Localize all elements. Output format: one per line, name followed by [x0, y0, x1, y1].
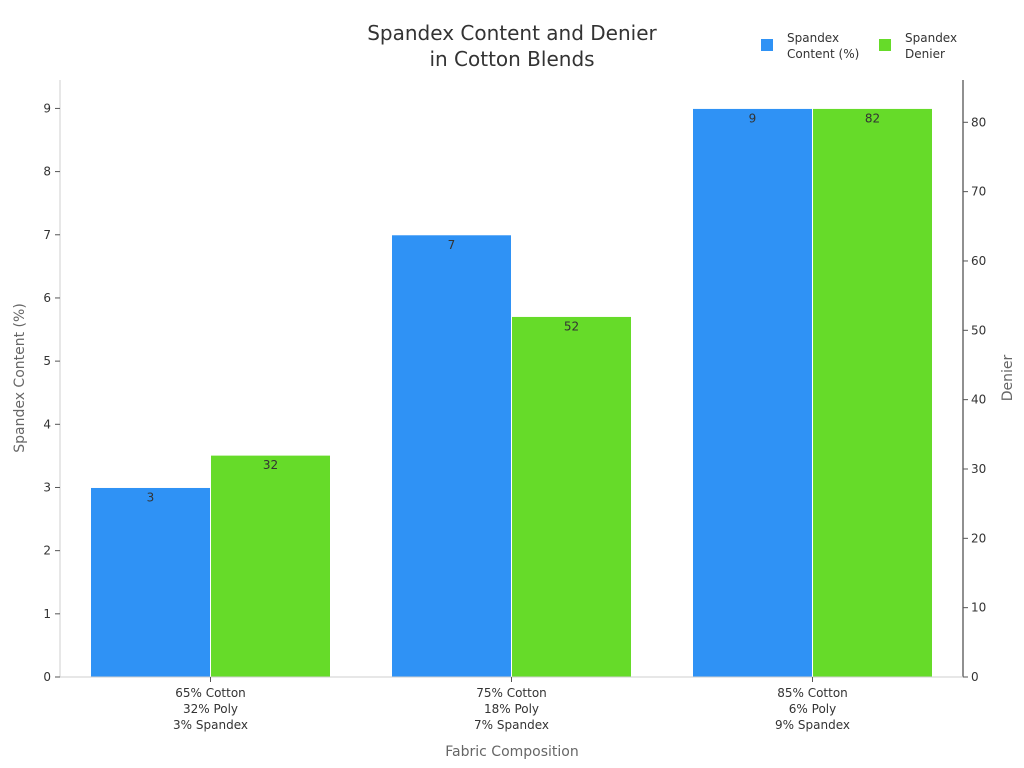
- y-tick-label: 3: [43, 480, 51, 494]
- chart-title-line-2: in Cotton Blends: [429, 47, 594, 71]
- legend-label: Denier: [905, 47, 945, 61]
- x-tick-label: 75% Cotton 18% Poly 7% Spandex: [474, 686, 549, 732]
- bar: [812, 107, 933, 678]
- bar-value-label: 82: [865, 111, 880, 125]
- bar: [511, 315, 632, 678]
- bar: [391, 234, 512, 678]
- y2-tick-label: 70: [971, 185, 986, 199]
- legend-label: Spandex: [787, 31, 839, 45]
- x-tick-label-line: 3% Spandex: [173, 718, 248, 732]
- bar: [90, 486, 211, 678]
- legend-item: Spandex Content (%): [761, 31, 859, 61]
- y2-tick-label: 0: [971, 670, 979, 684]
- chart-title-line-1: Spandex Content and Denier: [367, 21, 657, 45]
- y-tick-label: 9: [43, 101, 51, 115]
- x-tick-label-line: 9% Spandex: [775, 718, 850, 732]
- bars: [90, 107, 933, 678]
- bar-value-label: 9: [749, 111, 757, 125]
- y-tick-label: 0: [43, 670, 51, 684]
- x-tick-label-line: 18% Poly: [484, 702, 539, 716]
- y-tick-label: 1: [43, 607, 51, 621]
- x-tick-label-line: 7% Spandex: [474, 718, 549, 732]
- bar: [692, 107, 813, 678]
- x-axis-label: Fabric Composition: [445, 744, 578, 760]
- chart-title: Spandex Content and Denier in Cotton Ble…: [367, 21, 657, 71]
- y2-tick-label: 60: [971, 254, 986, 268]
- bar-value-label: 32: [263, 458, 278, 472]
- legend: Spandex Content (%) Spandex Denier: [761, 31, 957, 61]
- y-tick-label: 7: [43, 228, 51, 242]
- y-tick-label: 8: [43, 165, 51, 179]
- legend-swatch: [879, 39, 891, 51]
- y2-tick-label: 40: [971, 393, 986, 407]
- x-tick-label-line: 75% Cotton: [476, 686, 547, 700]
- bar-value-label: 7: [448, 238, 456, 252]
- legend-swatch: [761, 39, 773, 51]
- bar-value-label: 3: [147, 490, 155, 504]
- y2-tick-label: 30: [971, 462, 986, 476]
- y2-tick-label: 50: [971, 323, 986, 337]
- y2-tick-label: 10: [971, 601, 986, 615]
- x-tick-label: 65% Cotton 32% Poly 3% Spandex: [173, 686, 248, 732]
- x-tick-label-line: 32% Poly: [183, 702, 238, 716]
- y-tick-label: 5: [43, 354, 51, 368]
- x-tick-label: 85% Cotton 6% Poly 9% Spandex: [775, 686, 850, 732]
- y2-tick-label: 80: [971, 115, 986, 129]
- y2-tick-label: 20: [971, 531, 986, 545]
- x-tick-label-line: 65% Cotton: [175, 686, 246, 700]
- legend-label: Content (%): [787, 47, 859, 61]
- data-labels: 3 32 7 52 9 82: [147, 111, 880, 504]
- axes: 0 1 2 3 4 5 6 7 8 9 0 10 20 30 40 50 60 70 80 65% Cotton 32%…: [43, 80, 986, 732]
- legend-item: Spandex Denier: [879, 31, 957, 61]
- x-tick-label-line: 6% Poly: [789, 702, 836, 716]
- x-tick-label-line: 85% Cotton: [777, 686, 848, 700]
- legend-label: Spandex: [905, 31, 957, 45]
- y-tick-label: 4: [43, 417, 51, 431]
- y2-axis-label: Denier: [1000, 354, 1016, 401]
- bar-value-label: 52: [564, 319, 579, 333]
- y-tick-label: 6: [43, 291, 51, 305]
- y-axis-label: Spandex Content (%): [12, 303, 28, 453]
- bar: [210, 454, 331, 678]
- y-tick-label: 2: [43, 544, 51, 558]
